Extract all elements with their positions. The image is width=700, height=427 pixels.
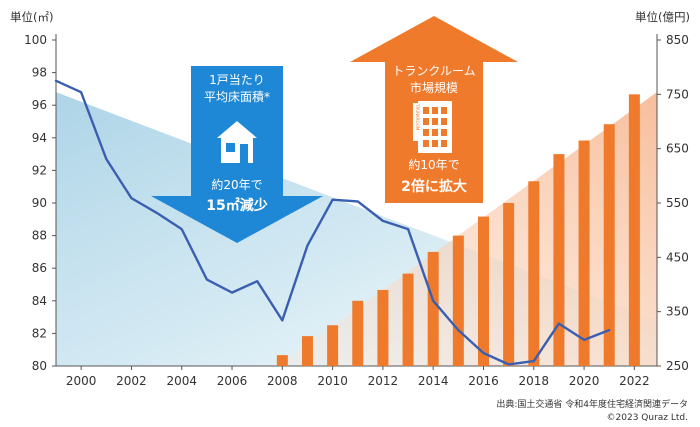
right-tick-label: 250 [666,359,689,373]
right-axis-unit: 単位(億円) [635,10,690,24]
house-icon [217,121,257,163]
copyright-text: ©2023 Quraz Ltd. [607,413,688,423]
bar [402,273,414,366]
building-window [432,140,438,147]
right-tick-label: 750 [666,87,689,101]
building-window [423,129,429,136]
bar [503,203,515,366]
building-window [441,140,447,147]
increase-line2: 市場規模 [410,80,458,95]
right-tick-label: 550 [666,196,689,210]
increase-line1: トランクルーム [392,64,475,78]
bar [553,154,565,366]
x-tick-label: 2010 [317,374,348,388]
increase-line4: 2倍に拡大 [401,178,467,195]
left-tick-label: 86 [32,261,47,275]
building-window [423,107,429,114]
building-window [432,107,438,114]
right-tick-label: 850 [666,33,689,47]
bar [603,124,615,366]
bar [352,300,364,366]
decrease-line1: 1戸当たり [209,73,265,87]
right-tick-label: 650 [666,142,689,156]
right-tick-label: 450 [666,250,689,264]
bar [477,216,489,366]
x-tick-label: 2020 [569,374,600,388]
bar [427,251,439,366]
left-tick-label: 96 [32,98,47,112]
x-tick-label: 2022 [619,374,650,388]
x-tick-label: 2004 [166,374,197,388]
left-tick-label: 84 [32,294,47,308]
bar [377,289,389,366]
x-tick-label: 2002 [116,374,147,388]
left-tick-label: 90 [32,196,47,210]
storage-building-icon: TRUNKROOM [413,101,452,153]
decrease-line3: 約20年で [211,177,262,192]
bar [452,235,464,366]
x-tick-label: 2016 [468,374,499,388]
left-tick-label: 82 [32,326,47,340]
building-window [423,118,429,125]
x-tick-label: 2018 [519,374,550,388]
left-tick-label: 88 [32,229,47,243]
building-window [423,140,429,147]
x-tick-label: 2008 [267,374,298,388]
source-text: 出典:国土交通省 令和4年度住宅経済関連データ [496,398,688,410]
x-tick-label: 2006 [217,374,248,388]
x-tick-label: 2012 [368,374,399,388]
left-tick-label: 94 [32,131,47,145]
building-window [441,107,447,114]
bar [578,140,590,366]
building-window [441,129,447,136]
x-tick-label: 2000 [66,374,97,388]
bar [327,325,339,366]
bar [301,336,313,366]
left-axis-unit: 単位(㎡) [10,10,53,24]
bar [276,355,288,366]
left-tick-label: 100 [24,33,47,47]
series-line-floor-area [54,79,611,366]
left-tick-label: 98 [32,66,47,80]
x-tick-label: 2014 [418,374,449,388]
left-tick-label: 80 [32,359,47,373]
increase-line3: 約10年で [408,157,459,172]
left-tick-label: 92 [32,163,47,177]
bar [628,94,640,366]
building-window [432,129,438,136]
building-sign: TRUNKROOM [415,103,420,131]
increase-annotation: トランクルーム 市場規模 TRUNKROOM 約10年で 2倍に拡大 [350,16,518,203]
decrease-line4: 15㎡減少 [206,197,267,214]
bar [528,181,540,366]
building-window [441,118,447,125]
decrease-annotation: 1戸当たり 平均床面積* 約20年で 15㎡減少 [151,66,323,243]
right-tick-label: 350 [666,305,689,319]
decrease-line2: 平均床面積* [204,89,270,104]
building-window [432,118,438,125]
